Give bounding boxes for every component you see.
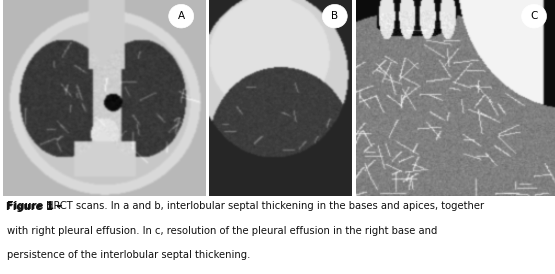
Circle shape xyxy=(322,4,347,28)
Text: with right pleural effusion. In c, resolution of the pleural effusion in the rig: with right pleural effusion. In c, resol… xyxy=(7,226,437,235)
Text: Figure 1 –: Figure 1 – xyxy=(7,201,62,211)
Text: B: B xyxy=(331,11,339,21)
Circle shape xyxy=(522,4,547,28)
Text: HRCT scans. In a and b, interlobular septal thickening in the bases and apices, : HRCT scans. In a and b, interlobular sep… xyxy=(46,201,483,211)
Text: C: C xyxy=(531,11,538,21)
Text: persistence of the interlobular septal thickening.: persistence of the interlobular septal t… xyxy=(7,250,250,259)
Text: Figure 1 –: Figure 1 – xyxy=(6,202,61,212)
Text: A: A xyxy=(178,11,185,21)
Circle shape xyxy=(169,4,194,28)
